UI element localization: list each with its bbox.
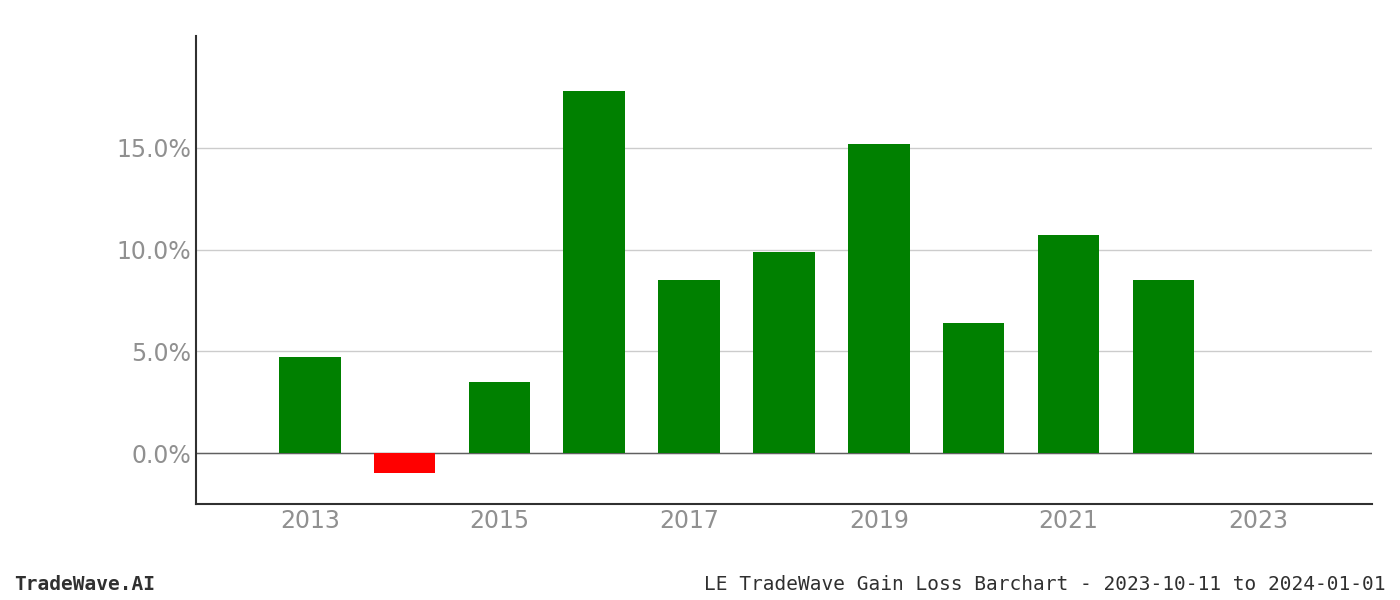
Bar xyxy=(753,251,815,453)
Text: TradeWave.AI: TradeWave.AI xyxy=(14,575,155,594)
Bar xyxy=(1133,280,1194,453)
Bar xyxy=(469,382,531,453)
Bar xyxy=(848,144,910,453)
Bar xyxy=(374,453,435,473)
Bar xyxy=(563,91,626,453)
Bar xyxy=(942,323,1004,453)
Bar xyxy=(279,358,340,453)
Bar xyxy=(658,280,720,453)
Bar xyxy=(1037,235,1099,453)
Text: LE TradeWave Gain Loss Barchart - 2023-10-11 to 2024-01-01: LE TradeWave Gain Loss Barchart - 2023-1… xyxy=(704,575,1386,594)
